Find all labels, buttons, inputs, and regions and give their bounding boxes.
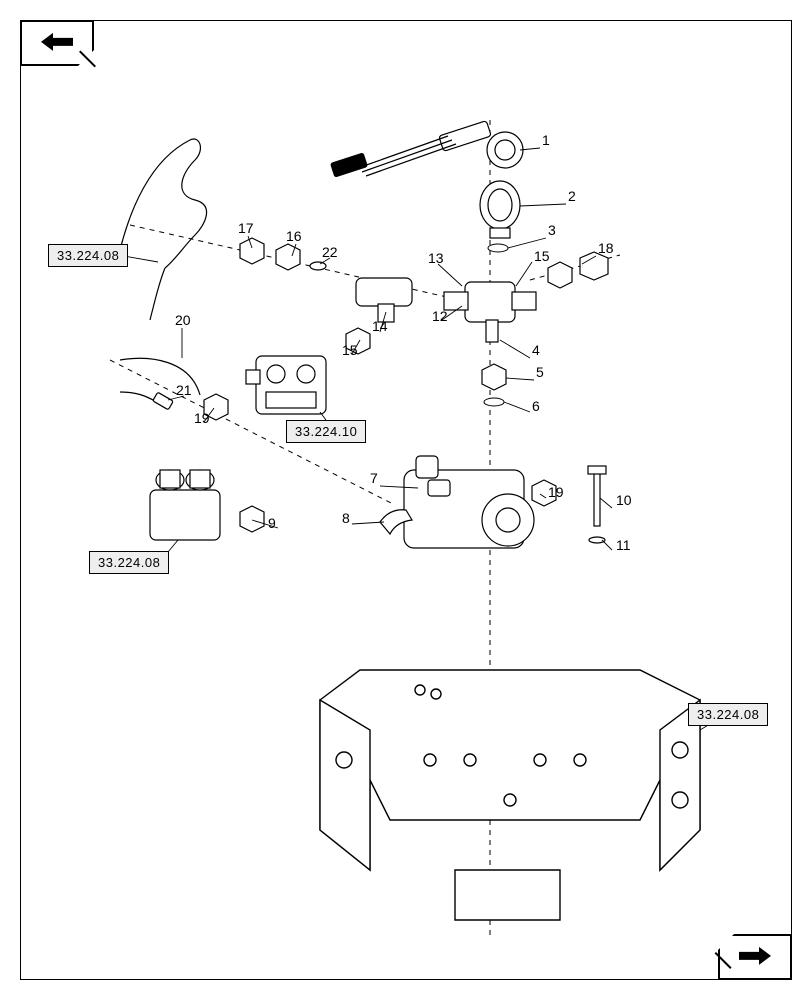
callout-12: 12 [432,308,448,324]
callout-19: 19 [548,484,564,500]
ref-label[interactable]: 33.224.08 [688,703,768,726]
callout-16: 16 [286,228,302,244]
next-page-button[interactable] [718,934,792,980]
corner-notch [78,50,94,66]
callout-4: 4 [532,342,540,358]
prev-page-button[interactable] [20,20,94,66]
callout-11: 11 [616,537,631,553]
callout-22: 22 [322,244,338,260]
callout-6: 6 [532,398,540,414]
ref-label[interactable]: 33.224.10 [286,420,366,443]
callout-10: 10 [616,492,632,508]
back-arrow-icon [39,31,75,53]
callout-19b: 19 [194,410,210,426]
callout-15b: 15 [342,342,358,358]
ref-label[interactable]: 33.224.08 [48,244,128,267]
callout-13: 13 [428,250,444,266]
callout-14: 14 [372,318,388,334]
forward-arrow-icon [737,945,773,967]
diagram-page: 33.224.08 33.224.10 33.224.08 33.224.08 … [0,0,812,1000]
callout-20: 20 [175,312,191,328]
callout-1: 1 [542,132,550,148]
callout-7: 7 [370,470,378,486]
page-frame [20,20,792,980]
callout-17: 17 [238,220,254,236]
callout-21: 21 [176,382,192,398]
callout-5: 5 [536,364,544,380]
callout-15: 15 [534,248,550,264]
callout-18: 18 [598,240,614,256]
callout-3: 3 [548,222,556,238]
corner-notch [718,934,734,950]
callout-9: 9 [268,515,276,531]
callout-2: 2 [568,188,576,204]
callout-8: 8 [342,510,350,526]
ref-label[interactable]: 33.224.08 [89,551,169,574]
